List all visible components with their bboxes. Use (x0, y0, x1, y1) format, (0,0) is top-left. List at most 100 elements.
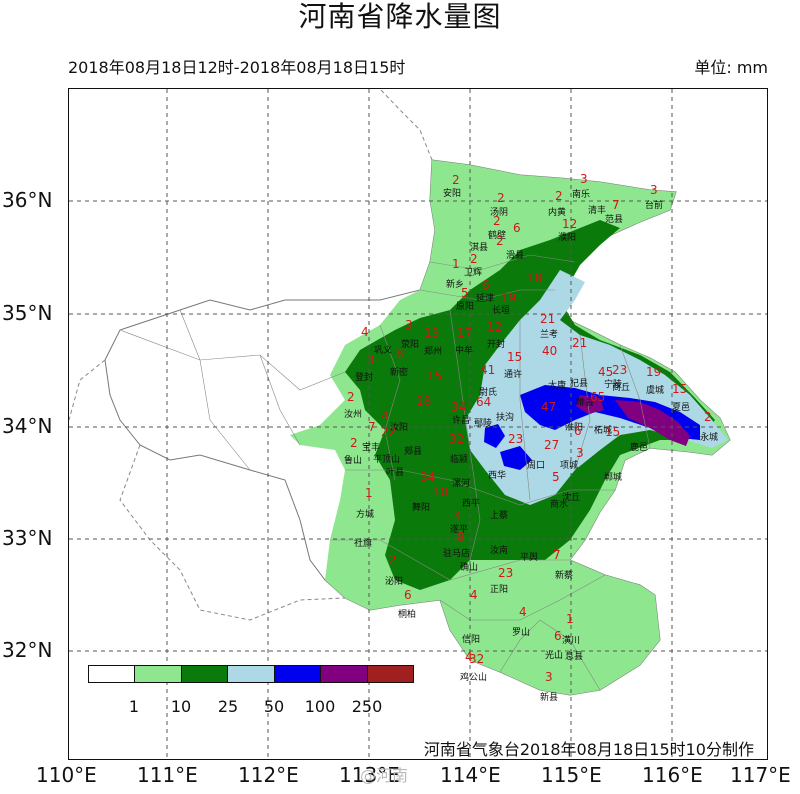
city-label: 尉氏 (479, 388, 498, 398)
city-label: 汝阳 (390, 423, 409, 433)
precip-value: 23 (508, 432, 524, 446)
precip-value: 3 (367, 353, 375, 367)
city-label: 泌阳 (385, 577, 404, 587)
city-label: 中牟 (455, 346, 474, 356)
precip-value: 3 (580, 172, 588, 186)
precip-value: 2 (497, 191, 505, 205)
city-label: 杞县 (570, 379, 589, 389)
precip-value: 4 (465, 650, 473, 664)
city-label: 永城 (700, 433, 719, 443)
precip-zone-torrential (615, 400, 690, 446)
legend-label: 25 (217, 697, 239, 716)
precip-value: 4 (454, 509, 462, 523)
precip-zone-very-heavy-west (484, 424, 505, 448)
precip-value: 1 (365, 486, 373, 500)
lon-label-117: 117°E (730, 763, 791, 787)
precip-value: 8 (457, 530, 465, 544)
city-label: 长垣 (492, 306, 511, 316)
precip-value: 45 (598, 365, 614, 379)
lat-label-33: 33°N (2, 526, 53, 550)
city-label: 夏邑 (672, 403, 691, 413)
city-label: 息县 (565, 652, 584, 662)
city-label: 项城 (560, 461, 579, 471)
precip-value: 6 (513, 221, 521, 235)
precip-value: 64 (476, 395, 492, 409)
city-label: 汝州 (344, 410, 363, 420)
city-label: 周口 (527, 461, 546, 471)
lat-label-34: 34°N (2, 414, 53, 438)
city-label: 平舆 (520, 553, 539, 563)
precip-value: 3 (650, 183, 658, 197)
precip-value: 34 (451, 400, 467, 414)
city-label: 范县 (605, 215, 624, 225)
map-frame (68, 88, 768, 760)
city-label: 鹤壁 (488, 231, 507, 241)
precip-value: 2 (496, 234, 504, 248)
city-label: 确山 (460, 563, 479, 573)
city-label: 原阳 (456, 302, 475, 312)
precip-zone-heavy (465, 270, 728, 505)
city-label: 驻马店 (443, 549, 471, 559)
legend-color-bar (88, 665, 414, 683)
precip-value: 23 (612, 363, 628, 377)
precip-value: 18 (527, 271, 543, 285)
lon-label-111: 111°E (137, 763, 198, 787)
city-label: 许昌 (452, 416, 471, 426)
precip-value: 17 (457, 326, 473, 340)
unit-label: 单位: mm (694, 58, 768, 77)
precip-value: 13 (424, 326, 440, 340)
city-label: 方城 (356, 510, 375, 520)
city-label: 荥阳 (401, 340, 420, 350)
credit-text: 河南省气象台2018年08月18日15时10分制作 (423, 740, 754, 759)
lon-label-113: 113°E (339, 763, 400, 787)
city-label: 延津 (476, 294, 495, 304)
precip-value: 4 (470, 588, 478, 602)
city-label: 卫辉 (464, 268, 483, 278)
precip-value: 7 (553, 548, 561, 562)
lon-label-114: 114°E (440, 763, 501, 787)
legend-swatch (227, 666, 274, 682)
precip-value: 1 (566, 612, 574, 626)
precip-value: 5 (552, 470, 560, 484)
city-label: 郸城 (604, 473, 623, 483)
city-label: 新乡 (446, 280, 465, 290)
lon-label-112: 112°E (238, 763, 299, 787)
city-label: 巩义 (374, 346, 393, 356)
lon-label-116: 116°E (642, 763, 703, 787)
precip-value: 32 (449, 432, 465, 446)
city-label: 沈丘 (562, 493, 581, 503)
neighbor-borders (69, 89, 433, 621)
city-label: 开封 (487, 340, 506, 350)
precip-value: 34 (420, 470, 436, 484)
precip-value: 19 (501, 291, 517, 305)
city-label: 漯河 (452, 479, 471, 489)
precip-zone-torrential-2 (576, 395, 604, 414)
precip-value: 65 (590, 390, 606, 404)
precip-value: 47 (541, 400, 557, 414)
precip-value: 23 (498, 566, 514, 580)
city-label: 西华 (488, 471, 507, 481)
precip-value: 4 (519, 605, 527, 619)
precip-value: 10 (433, 485, 449, 499)
precip-value: 3 (545, 670, 553, 684)
precip-value: 32 (469, 652, 485, 666)
precip-value: 15 (672, 382, 688, 396)
city-label: 鄢陵 (474, 419, 493, 429)
city-label: 南乐 (572, 190, 591, 200)
city-label: 社旗 (354, 539, 373, 549)
city-label: 光山 (545, 651, 564, 661)
precip-value: 5 (461, 286, 469, 300)
city-label: 郑州 (424, 347, 443, 357)
precip-value: 27 (544, 438, 560, 452)
city-label: 太康 (548, 381, 567, 391)
precip-value: 2 (704, 410, 712, 424)
city-label: 扶沟 (496, 413, 515, 423)
precip-value: 4 (381, 409, 389, 423)
city-label: 宁陵 (604, 380, 623, 390)
legend-label: 50 (263, 697, 285, 716)
precip-value: 19 (646, 365, 662, 379)
legend-label: 100 (304, 697, 336, 716)
precip-value: 4 (361, 325, 369, 339)
city-label: 新县 (540, 693, 559, 703)
precip-value: 15 (605, 425, 621, 439)
